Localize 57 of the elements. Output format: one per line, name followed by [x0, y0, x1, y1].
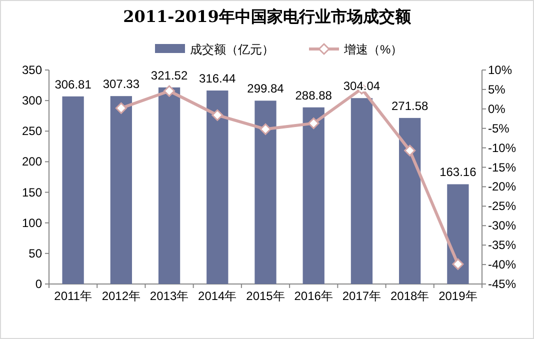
- legend-label: 成交额（亿元）: [190, 42, 274, 56]
- bar: [158, 87, 180, 284]
- y2-tick-label: -15%: [488, 160, 516, 174]
- y2-tick-label: -5%: [488, 121, 510, 136]
- x-tick-label: 2012年: [102, 289, 141, 303]
- y-tick-label: 0: [35, 277, 42, 291]
- data-label: 321.52: [150, 68, 188, 82]
- data-label: 163.16: [440, 165, 477, 180]
- x-tick-label: 2015年: [246, 289, 285, 303]
- y-tick-label: 350: [22, 63, 42, 77]
- x-tick-label: 2018年: [390, 289, 430, 303]
- point: [164, 85, 176, 97]
- data-label: 288.88: [295, 88, 332, 102]
- data-label: 307.33: [102, 77, 140, 92]
- y-tick-label: 150: [22, 185, 42, 200]
- bar: [254, 100, 276, 284]
- y2-tick-label: -35%: [488, 238, 516, 252]
- data-label: 299.84: [247, 82, 284, 96]
- point: [404, 144, 416, 156]
- y2-tick-label: -30%: [488, 218, 516, 233]
- chart-title: 2011-2019年中国家电行业市场成交额: [123, 7, 412, 26]
- point: [308, 118, 320, 130]
- bar: [110, 96, 132, 284]
- x-tick-label: 2013年: [150, 289, 189, 303]
- y2-tick-label: -25%: [488, 199, 516, 214]
- y-tick-label: 100: [22, 216, 42, 230]
- bar: [447, 184, 469, 284]
- data-label: 316.44: [199, 72, 236, 86]
- point: [115, 102, 127, 114]
- y2-tick-label: -20%: [488, 180, 516, 194]
- bar: [62, 96, 84, 284]
- bar: [399, 118, 421, 284]
- data-label: 306.81: [54, 77, 92, 92]
- x-tick-label: 2016年: [294, 289, 333, 303]
- y2-tick-label: 0%: [488, 102, 506, 116]
- y2-tick-label: -10%: [488, 140, 516, 155]
- point: [260, 123, 272, 135]
- x-tick-label: 2014年: [198, 289, 237, 303]
- y2-tick-label: -45%: [488, 277, 516, 291]
- legend-label: 增速（%）: [343, 42, 403, 56]
- bar: [302, 107, 324, 284]
- bar: [206, 90, 228, 284]
- data-label: 304.04: [343, 79, 380, 94]
- x-tick-label: 2017年: [342, 289, 382, 303]
- bar: [350, 98, 373, 284]
- y2-tick-label: 5%: [488, 82, 506, 96]
- y2-tick-label: -40%: [488, 258, 516, 272]
- y-tick-label: 300: [22, 94, 42, 108]
- point: [212, 109, 224, 121]
- y-tick-label: 50: [28, 246, 42, 260]
- point: [452, 258, 464, 270]
- x-tick-label: 2019年: [438, 289, 478, 303]
- y2-tick-label: 10%: [488, 63, 512, 77]
- data-label: 271.58: [391, 98, 429, 113]
- y-tick-label: 250: [22, 124, 42, 138]
- x-tick-label: 2011年: [54, 289, 92, 303]
- y-tick-label: 200: [22, 154, 42, 169]
